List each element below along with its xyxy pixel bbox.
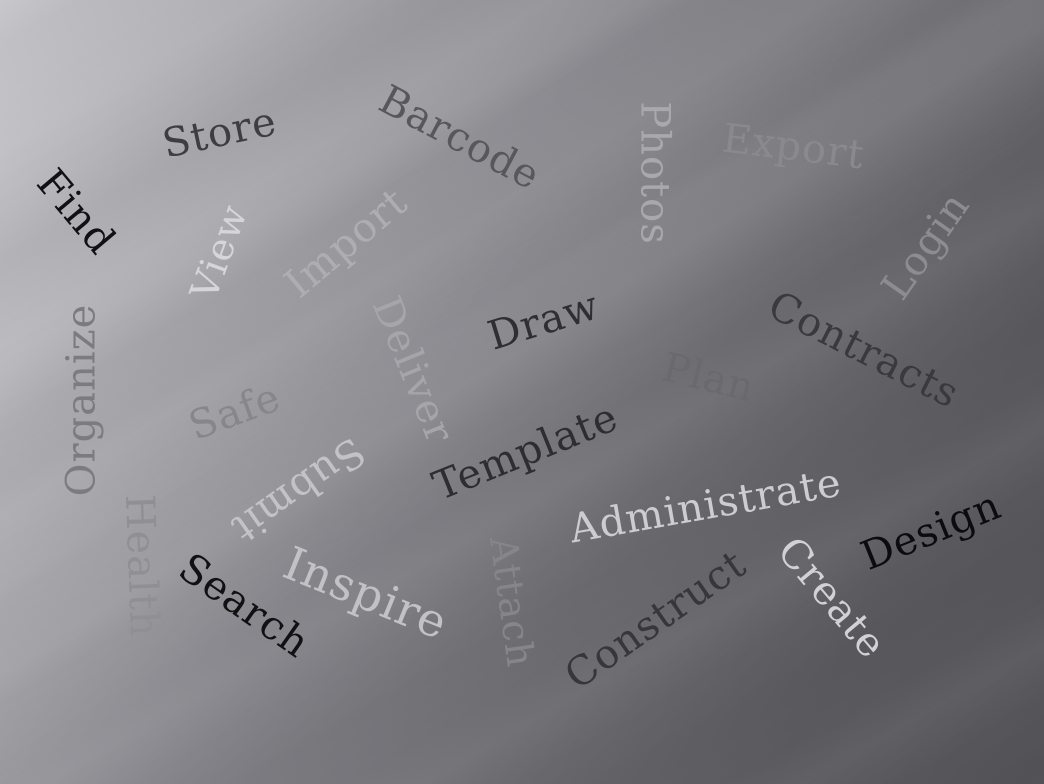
word-health: Health [116,493,167,639]
word-organize: Organize [58,303,105,497]
word-photos: Photos [631,101,678,245]
